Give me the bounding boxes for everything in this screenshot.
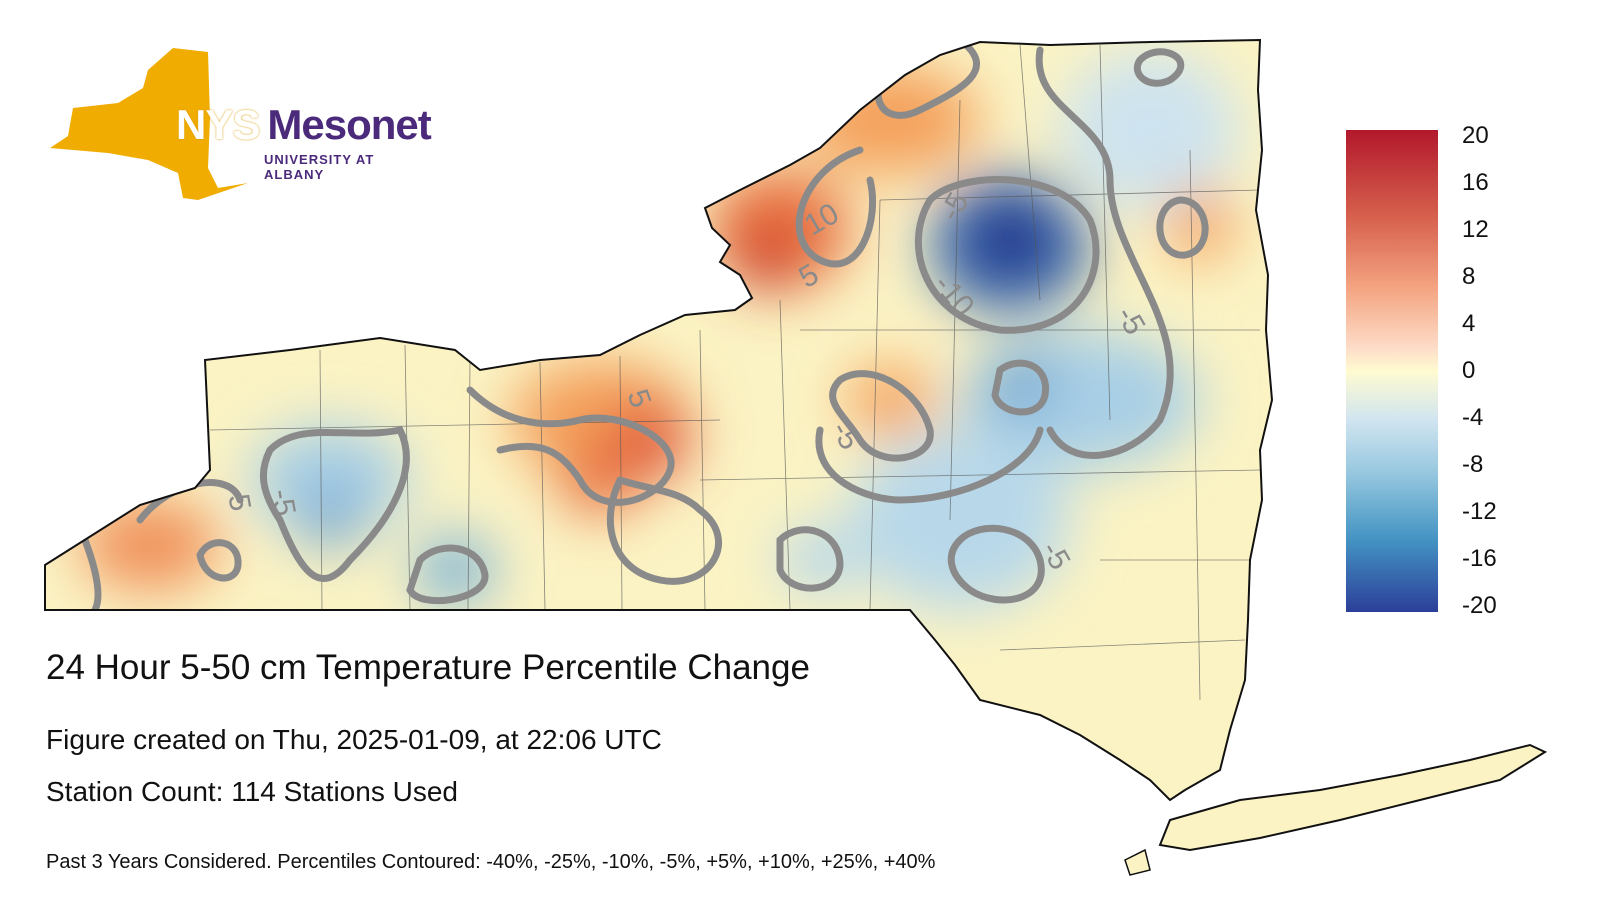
ny-state-silhouette-icon [50, 48, 248, 200]
colorbar-tick-label: 8 [1462, 263, 1476, 290]
contour-label: 5 [221, 492, 256, 514]
colorbar-tick-label: -4 [1462, 404, 1484, 431]
colorbar [1346, 130, 1438, 612]
colorbar-tick-label: 0 [1462, 357, 1476, 384]
colorbar-tick-label: -12 [1462, 498, 1497, 525]
colorbar-tick-label: -8 [1462, 451, 1484, 478]
colorbar-tick-label: -20 [1462, 592, 1497, 619]
contour-label: -5 [264, 487, 301, 519]
county-lines [209, 44, 1261, 701]
nys-mesonet-logo: NYS Mesonet UNIVERSITY AT ALBANY [48, 48, 432, 208]
colorbar-tick-label: -16 [1462, 545, 1497, 572]
staten-island [1124, 848, 1151, 876]
logo-mesonet: Mesonet [267, 101, 431, 148]
colorbar-tick-label: 12 [1462, 216, 1489, 243]
logo-nys: NYS [176, 101, 260, 148]
colorbar-tick-label: 4 [1462, 310, 1476, 337]
footnote: Past 3 Years Considered. Percentiles Con… [46, 851, 936, 873]
figure-title: 24 Hour 5-50 cm Temperature Percentile C… [46, 648, 810, 687]
station-count: Station Count: 114 Stations Used [46, 776, 458, 807]
state-outline [44, 38, 1274, 802]
long-island [1158, 743, 1548, 852]
created-timestamp: Figure created on Thu, 2025-01-09, at 22… [46, 724, 662, 755]
logo-university: UNIVERSITY AT ALBANY [264, 152, 375, 182]
colorbar-tick-label: 20 [1462, 122, 1489, 149]
colorbar-tick-label: 16 [1462, 169, 1489, 196]
